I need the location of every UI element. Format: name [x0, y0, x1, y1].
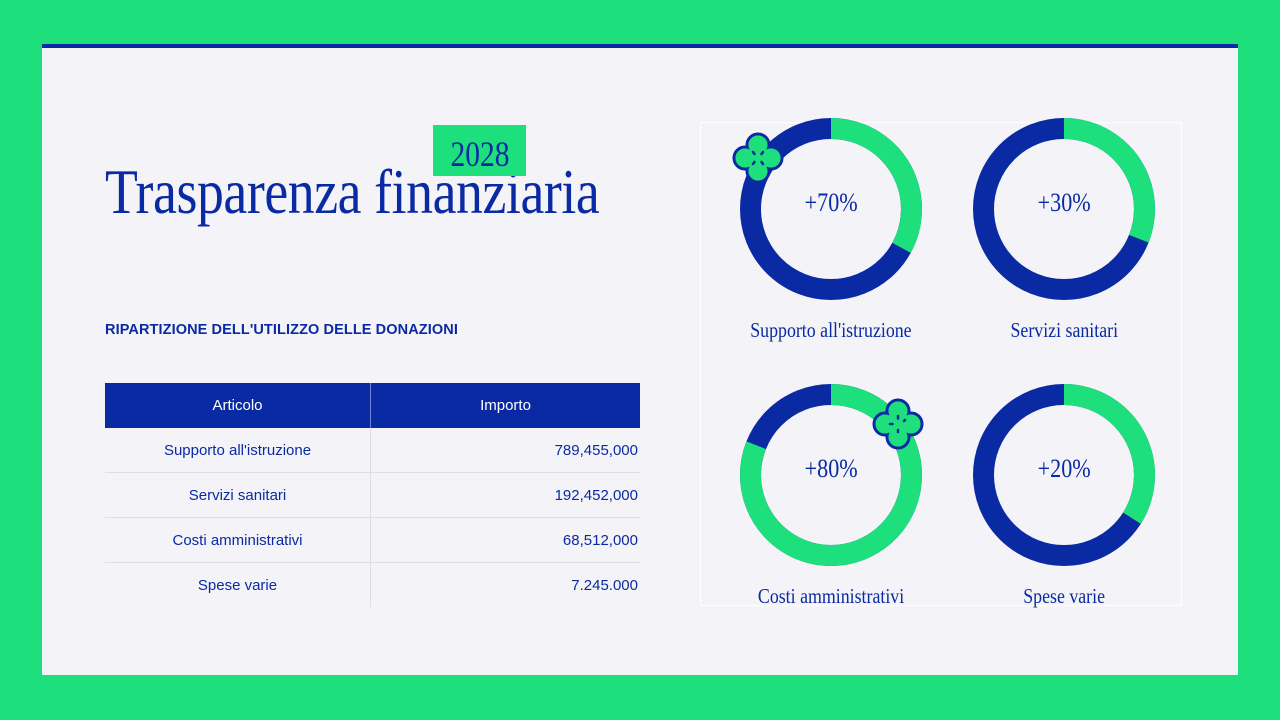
donut-ring: [740, 118, 922, 300]
table-row: Spese varie 7.245.000: [105, 562, 640, 607]
donut-chart-misc: +20% Spese varie: [969, 380, 1159, 608]
cell-item: Servizi sanitari: [105, 472, 371, 518]
table-row: Costi amministrativi 68,512,000: [105, 517, 640, 563]
cell-item: Supporto all'istruzione: [105, 428, 371, 473]
year-label: 2028: [449, 134, 510, 174]
donut-chart-education: +70% Supporto all'istruzione: [736, 114, 926, 342]
donut-chart-health: +30% Servizi sanitari: [969, 114, 1159, 342]
donut-label: Supporto all'istruzione: [750, 318, 912, 342]
cell-item: Spese varie: [105, 562, 371, 607]
cell-amount: 789,455,000: [370, 428, 640, 473]
donut-value: +80%: [804, 454, 858, 483]
column-header-item: Articolo: [105, 383, 371, 428]
column-header-amount: Importo: [370, 383, 640, 428]
donations-table: Articolo Importo Supporto all'istruzione…: [105, 383, 640, 607]
donut-ring: [973, 118, 1155, 300]
donut-ring: [973, 384, 1155, 566]
donut-value: +20%: [1037, 454, 1091, 483]
table-row: Servizi sanitari 192,452,000: [105, 472, 640, 518]
charts-panel: [700, 122, 1182, 606]
donut-chart-admin: +80% Costi amministrativi: [736, 380, 926, 608]
section-subtitle: RIPARTIZIONE DELL'UTILIZZO DELLE DONAZIO…: [105, 322, 458, 338]
donut-label: Servizi sanitari: [1010, 318, 1118, 342]
table-header-row: Articolo Importo: [105, 383, 640, 428]
cell-item: Costi amministrativi: [105, 517, 371, 563]
cell-amount: 68,512,000: [370, 517, 640, 563]
cell-amount: 192,452,000: [370, 472, 640, 518]
cell-amount: 7.245.000: [571, 576, 638, 594]
year-badge: 2028: [433, 125, 526, 176]
flower-icon: [872, 398, 924, 450]
donut-label: Spese varie: [1023, 584, 1105, 608]
donut-ring: [740, 384, 922, 566]
donut-value: +70%: [804, 188, 858, 217]
flower-icon: [732, 132, 784, 184]
table-row: Supporto all'istruzione 789,455,000: [105, 428, 640, 473]
donut-value: +30%: [1037, 188, 1091, 217]
donut-label: Costi amministrativi: [757, 584, 905, 608]
